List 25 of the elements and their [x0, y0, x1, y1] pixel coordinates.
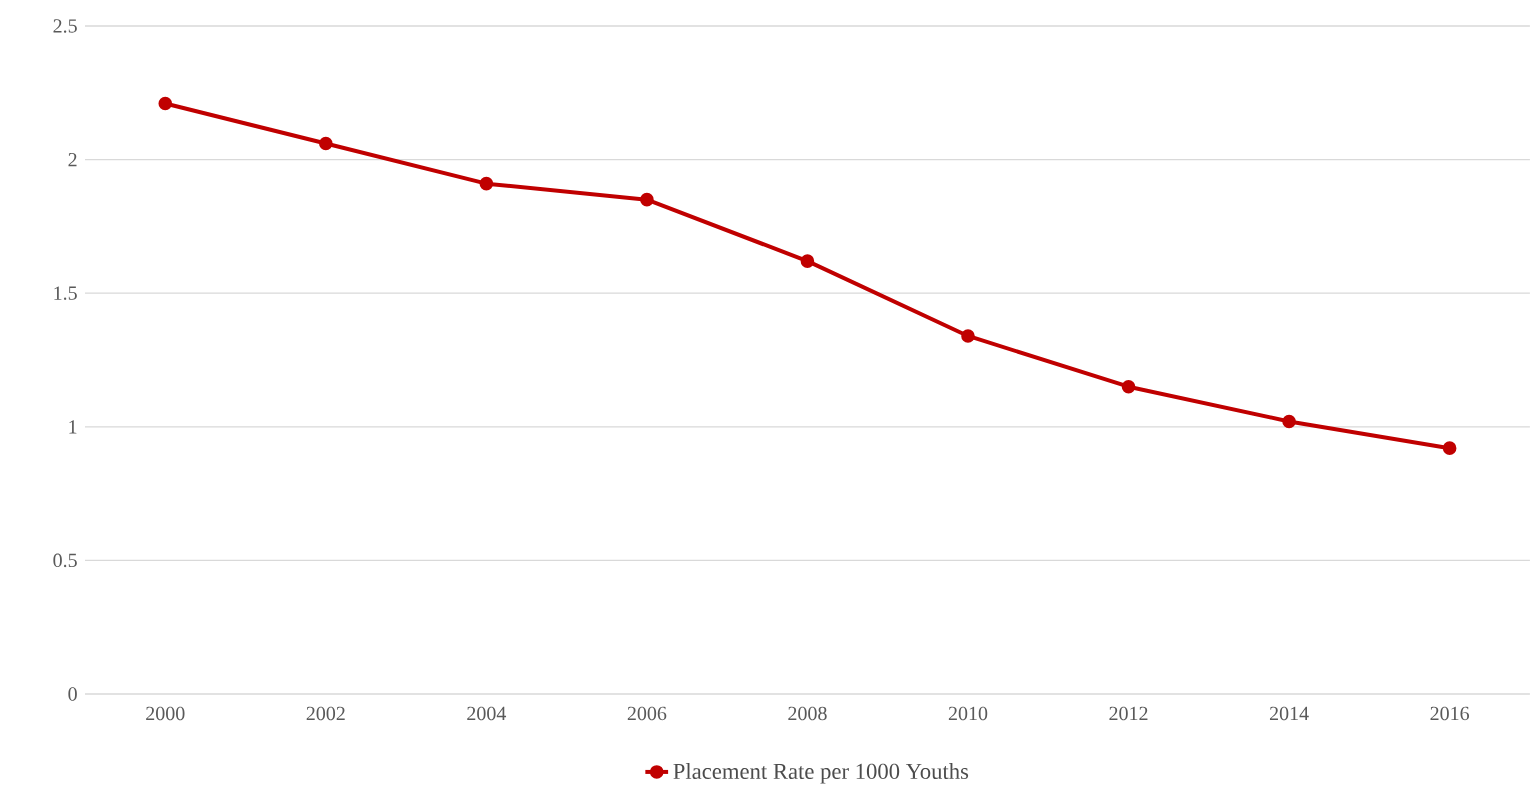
point	[1442, 441, 1457, 455]
point	[961, 329, 975, 343]
x-tick-label: 2002	[306, 706, 345, 721]
y-tick-label: 2.5	[53, 19, 77, 33]
y-tick-label: 1.5	[54, 286, 77, 300]
x-tick-label: 2000	[146, 706, 185, 721]
x-tick-label: 2016	[1430, 706, 1470, 721]
y-tick-label: 0	[68, 687, 77, 701]
point	[479, 176, 494, 191]
x-tick-label: 2012	[1109, 706, 1148, 721]
point	[800, 254, 815, 268]
y-tick-label: 1	[69, 420, 77, 434]
legend-label: Placement Rate per 1000 Youths	[673, 763, 969, 784]
y-tick-label: 0.5	[53, 553, 77, 568]
point	[1121, 379, 1136, 394]
point	[158, 96, 173, 111]
point	[1282, 414, 1296, 429]
point	[319, 136, 333, 151]
y-tick-label: 2	[68, 152, 77, 167]
x-tick-label: 2004	[467, 706, 507, 721]
x-tick-label: 2008	[788, 706, 827, 721]
point	[640, 192, 654, 207]
x-tick-label: 2006	[627, 706, 667, 721]
x-tick-label: 2014	[1269, 706, 1309, 721]
x-tick-label: 2010	[948, 706, 988, 721]
